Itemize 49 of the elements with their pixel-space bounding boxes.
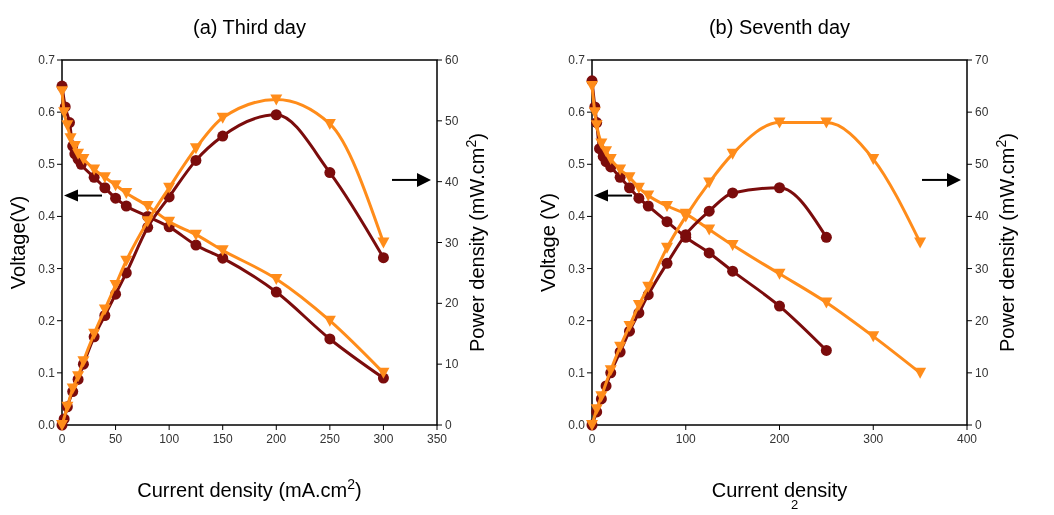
y2-tick-label: 60 — [975, 105, 989, 120]
x-tick-label: 400 — [956, 432, 978, 446]
x-tick-label: 0 — [58, 432, 66, 446]
y2-tick-label: 20 — [975, 313, 989, 328]
y-tick-label: 0.3 — [38, 261, 56, 276]
y2-tick-label: 30 — [445, 235, 459, 250]
y-axis-title: Voltage (V) — [537, 193, 559, 292]
y-tick-label: 0.2 — [568, 313, 586, 328]
y-tick-label: 0.1 — [568, 365, 586, 380]
y2-tick-label: 20 — [445, 296, 459, 311]
y-tick-label: 0.5 — [38, 157, 56, 172]
y2-tick-label: 10 — [445, 357, 459, 372]
x-tick-label: 250 — [319, 432, 341, 446]
x-tick-label: 200 — [266, 432, 287, 446]
x-tick-label: 100 — [675, 432, 697, 446]
x-tick-label: 150 — [212, 432, 234, 446]
y2-tick-label: 40 — [445, 174, 459, 189]
y2-tick-label: 10 — [975, 365, 989, 380]
x-tick-label: 100 — [159, 432, 180, 446]
x-tick-label: 300 — [863, 432, 884, 446]
y-axis-title: Voltage(V) — [7, 195, 29, 290]
y-tick-label: 0.5 — [568, 157, 586, 172]
y-tick-label: 0.0 — [568, 418, 586, 432]
x-axis-title: Current density (mA.cm$^{2}$) — [137, 476, 362, 501]
y-tick-label: 0.0 — [38, 418, 56, 432]
y2-tick-label: 0 — [445, 418, 452, 432]
x-tick-label: 50 — [108, 432, 123, 446]
y2-tick-label: 60 — [445, 53, 459, 67]
y-tick-label: 0.7 — [38, 53, 56, 67]
x-tick-label: 200 — [769, 432, 790, 446]
y-tick-label: 0.6 — [38, 105, 56, 120]
y2-tick-label: 40 — [975, 209, 989, 224]
chart-title: (b) Seventh day — [708, 16, 851, 38]
y-tick-label: 0.2 — [38, 313, 56, 328]
y-tick-label: 0.6 — [568, 105, 586, 120]
y2-tick-label: 30 — [975, 261, 989, 276]
y2-tick-label: 50 — [975, 157, 989, 172]
x-tick-label: 0 — [588, 432, 596, 446]
y-tick-label: 0.3 — [568, 261, 586, 276]
y-tick-label: 0.1 — [38, 365, 56, 380]
y-tick-label: 0.4 — [38, 209, 56, 224]
x-tick-label: 300 — [373, 432, 394, 446]
y-tick-label: 0.4 — [568, 209, 586, 224]
y2-tick-label: 50 — [445, 113, 459, 128]
y-tick-label: 0.7 — [568, 53, 586, 67]
y2-tick-label: 70 — [975, 53, 989, 67]
y2-tick-label: 0 — [975, 418, 982, 432]
x-tick-label: 350 — [426, 432, 448, 446]
chart-title: (a) Third day — [192, 16, 307, 38]
